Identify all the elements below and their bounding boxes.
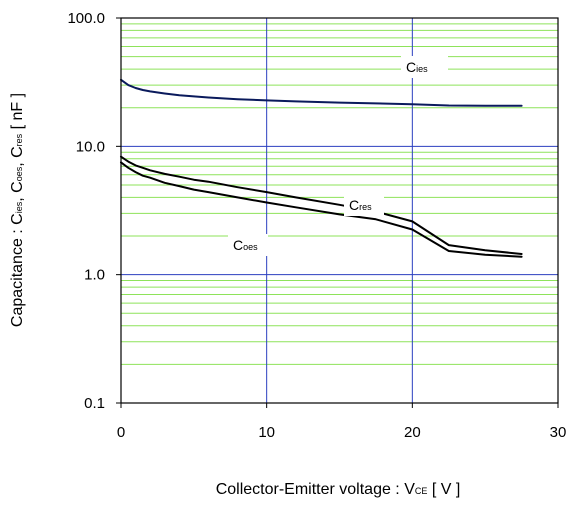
y-tick-label: 100.0 <box>67 10 105 27</box>
x-tick-label: 10 <box>258 424 275 441</box>
x-axis-label: Collector-Emitter voltage : VCE [ V ] <box>216 481 461 498</box>
series-line-coes <box>120 161 523 258</box>
series-label-coes: Coes <box>233 237 258 253</box>
x-tick-labels: 0 10 20 30 <box>117 424 567 441</box>
series-line-cies <box>120 78 523 107</box>
series-label-cres: Cres <box>349 197 372 213</box>
series-label-bg <box>344 194 384 216</box>
series-label-cies: Cies <box>406 59 428 75</box>
x-tick-label: 30 <box>550 424 567 441</box>
major-gridlines <box>121 18 558 403</box>
series-label-bg <box>228 234 268 256</box>
y-tick-labels: 0.1 1.0 10.0 100.0 <box>67 10 105 412</box>
y-tick-label: 0.1 <box>84 395 105 412</box>
tick-marks <box>116 17 559 408</box>
y-axis-label: Capacitance : Cies, Coes, Cres [ nF ] <box>9 93 26 327</box>
y-tick-label: 1.0 <box>84 267 105 284</box>
minor-gridlines <box>121 23 558 365</box>
x-tick-label: 20 <box>404 424 421 441</box>
series-label-bg <box>401 56 448 78</box>
x-tick-label: 0 <box>117 424 125 441</box>
series-line-cres <box>120 155 523 255</box>
series-labels: Cies Cres Coes <box>228 56 448 256</box>
y-tick-label: 10.0 <box>76 138 105 155</box>
plot-frame <box>120 17 559 404</box>
series-lines <box>120 78 523 258</box>
